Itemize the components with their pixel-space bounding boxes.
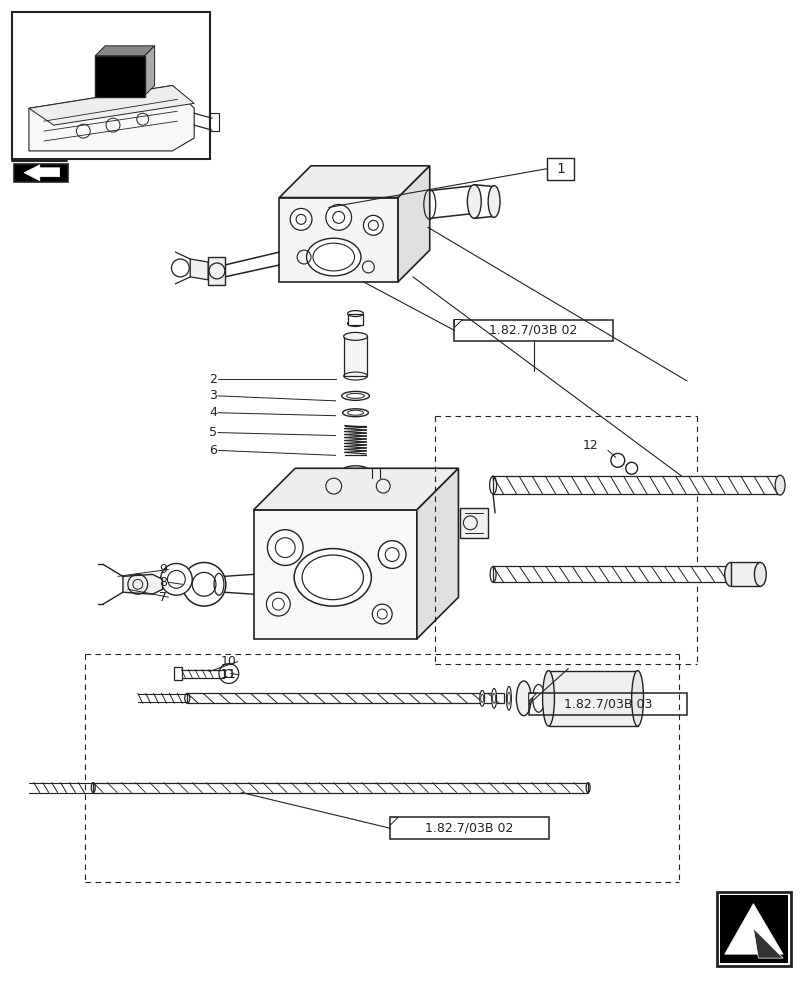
Text: 4: 4 xyxy=(208,406,217,419)
Text: 9: 9 xyxy=(160,563,167,576)
Bar xyxy=(719,895,787,963)
Ellipse shape xyxy=(342,409,368,417)
Bar xyxy=(187,693,504,703)
Circle shape xyxy=(378,541,406,568)
Bar xyxy=(460,508,487,538)
Ellipse shape xyxy=(342,466,368,475)
Bar xyxy=(492,566,730,582)
Bar xyxy=(730,562,759,586)
Text: 1.82.7/03B 02: 1.82.7/03B 02 xyxy=(425,822,513,835)
Polygon shape xyxy=(122,574,162,594)
Polygon shape xyxy=(29,85,194,151)
Polygon shape xyxy=(24,165,59,181)
Bar xyxy=(389,817,548,839)
Text: 6: 6 xyxy=(208,444,217,457)
Circle shape xyxy=(161,563,192,595)
Polygon shape xyxy=(753,928,782,958)
Bar xyxy=(179,670,224,678)
Text: 8: 8 xyxy=(159,576,167,589)
Polygon shape xyxy=(144,46,154,95)
Bar xyxy=(548,671,637,726)
Ellipse shape xyxy=(307,238,361,276)
Text: 7: 7 xyxy=(159,591,167,604)
Circle shape xyxy=(372,604,392,624)
Ellipse shape xyxy=(487,186,500,217)
Bar xyxy=(528,693,686,715)
Ellipse shape xyxy=(467,185,481,218)
Circle shape xyxy=(266,592,290,616)
Polygon shape xyxy=(397,166,429,282)
Ellipse shape xyxy=(723,562,736,586)
Bar xyxy=(12,12,210,159)
Bar xyxy=(716,892,790,966)
Text: 12: 12 xyxy=(582,439,599,452)
Polygon shape xyxy=(389,817,397,825)
Text: 11: 11 xyxy=(221,668,237,681)
Polygon shape xyxy=(29,85,194,125)
Text: 5: 5 xyxy=(208,426,217,439)
Circle shape xyxy=(290,208,311,230)
Ellipse shape xyxy=(516,681,530,716)
Bar xyxy=(719,895,787,963)
Polygon shape xyxy=(95,46,154,56)
Bar xyxy=(14,164,68,182)
Ellipse shape xyxy=(542,671,554,726)
Text: 2: 2 xyxy=(208,373,217,386)
Text: 3: 3 xyxy=(208,389,217,402)
Text: 10: 10 xyxy=(221,655,237,668)
Bar xyxy=(345,471,365,483)
Polygon shape xyxy=(190,259,208,280)
Circle shape xyxy=(363,215,383,235)
Bar xyxy=(279,198,397,282)
Ellipse shape xyxy=(775,475,784,495)
Text: 1.82.7/03B 02: 1.82.7/03B 02 xyxy=(489,324,577,337)
Polygon shape xyxy=(454,320,461,327)
Bar xyxy=(454,320,612,341)
Polygon shape xyxy=(416,468,458,639)
Bar xyxy=(253,510,416,639)
Bar xyxy=(95,56,144,97)
Polygon shape xyxy=(253,468,458,510)
Circle shape xyxy=(267,530,303,565)
Ellipse shape xyxy=(532,684,544,712)
Bar xyxy=(174,667,182,680)
Polygon shape xyxy=(723,904,782,954)
Ellipse shape xyxy=(491,688,496,708)
Ellipse shape xyxy=(341,391,369,400)
Circle shape xyxy=(296,214,306,224)
Bar xyxy=(343,336,367,376)
Text: 1.82.7/03B 03: 1.82.7/03B 03 xyxy=(563,698,651,711)
Text: 1: 1 xyxy=(556,162,564,176)
Polygon shape xyxy=(279,166,429,198)
Ellipse shape xyxy=(631,671,643,726)
Bar xyxy=(347,314,363,325)
Circle shape xyxy=(182,562,225,606)
Bar xyxy=(93,783,587,793)
Ellipse shape xyxy=(753,562,766,586)
Circle shape xyxy=(325,204,351,230)
Polygon shape xyxy=(208,257,225,285)
Bar xyxy=(546,158,573,180)
Ellipse shape xyxy=(294,549,371,606)
Bar xyxy=(492,476,779,494)
Ellipse shape xyxy=(343,332,367,340)
Bar xyxy=(208,113,219,131)
Ellipse shape xyxy=(506,686,511,710)
Polygon shape xyxy=(528,693,536,701)
Ellipse shape xyxy=(479,690,484,706)
